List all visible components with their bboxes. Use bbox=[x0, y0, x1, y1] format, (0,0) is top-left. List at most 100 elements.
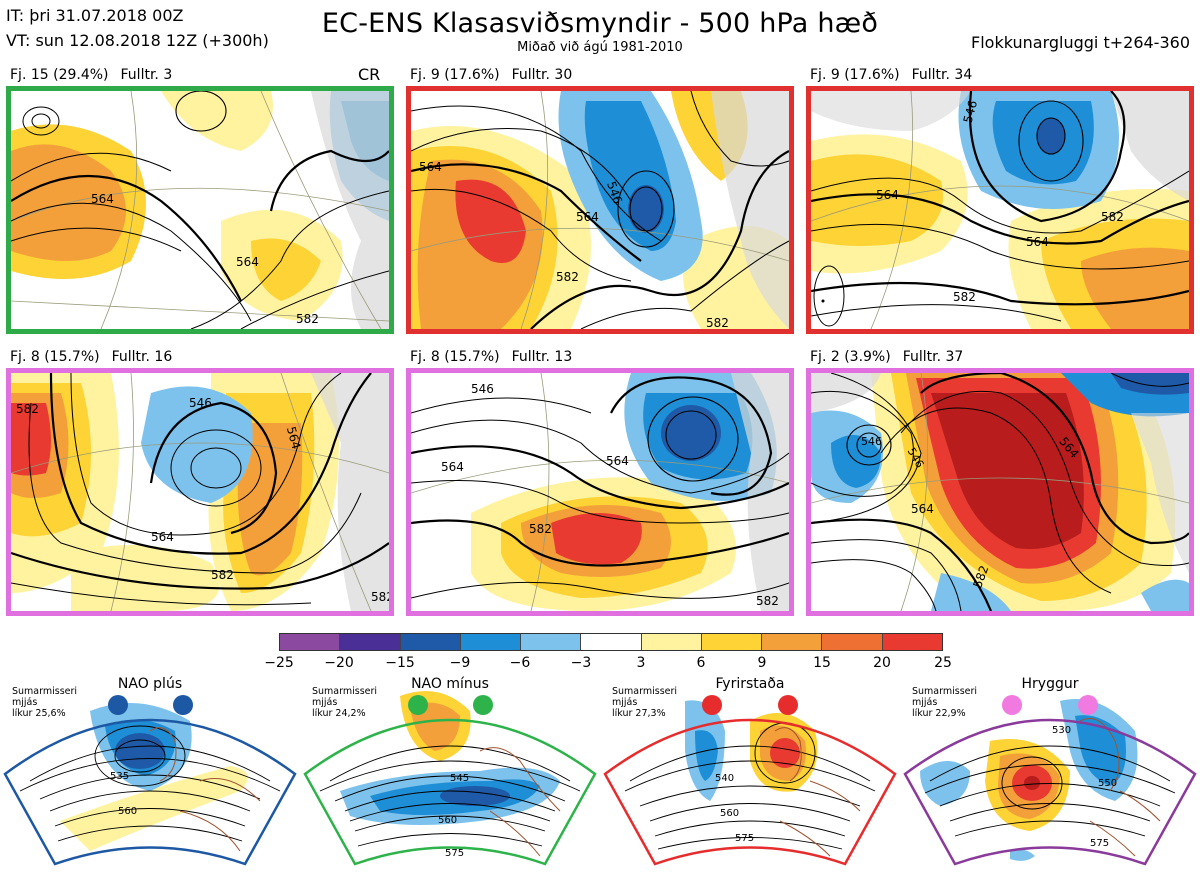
regime-contour-label: 530 bbox=[1052, 725, 1071, 736]
colorbar-tick: 25 bbox=[934, 655, 952, 671]
panel-5-label: Fj. 8 (15.7%) Fulltr. 13 bbox=[410, 349, 584, 365]
contour-label: 582 bbox=[706, 316, 729, 329]
panel-1-count: Fj. 15 (29.4%) bbox=[10, 67, 109, 83]
regime-title: NAO mínus bbox=[411, 676, 489, 692]
regime-contour-label: 540 bbox=[715, 773, 734, 784]
panel-2-count: Fj. 9 (17.6%) bbox=[410, 67, 500, 83]
contour-label: 564 bbox=[1026, 235, 1049, 249]
regime-contour-label: 535 bbox=[110, 771, 129, 782]
cluster-map-2[interactable]: 564 546 564 582 582 bbox=[406, 86, 794, 334]
anomaly-colorbar bbox=[279, 633, 943, 651]
colorbar-bin bbox=[521, 634, 582, 650]
panel-5-count: Fj. 8 (15.7%) bbox=[410, 349, 500, 365]
contour-label: 546 bbox=[471, 382, 494, 396]
colorbar-bin bbox=[701, 634, 763, 650]
colorbar-tick: −25 bbox=[264, 655, 294, 671]
colorbar-bin bbox=[762, 634, 823, 650]
regime-title: NAO plús bbox=[117, 676, 183, 692]
colorbar-tick: −3 bbox=[570, 655, 592, 671]
regime-contour-label: 575 bbox=[735, 833, 754, 844]
contour-label: 564 bbox=[284, 425, 303, 451]
colorbar-tick: −9 bbox=[449, 655, 471, 671]
panel-1-rep: Fulltr. 3 bbox=[120, 67, 173, 83]
contour-label: 564 bbox=[151, 530, 174, 544]
colorbar-bin bbox=[400, 634, 461, 650]
contour-label: 546 bbox=[961, 99, 980, 125]
contour-label: 546 bbox=[861, 435, 882, 448]
colorbar-bin bbox=[822, 634, 883, 650]
initial-time: IT: þri 31.07.2018 00Z bbox=[6, 6, 184, 25]
valid-time: VT: sun 12.08.2018 12Z (+300h) bbox=[6, 31, 269, 50]
contour-label: 582 bbox=[1101, 210, 1124, 224]
panel-5-rep: Fulltr. 13 bbox=[511, 349, 573, 365]
contour-label: 564 bbox=[576, 210, 599, 224]
colorbar-tick: 20 bbox=[873, 655, 891, 671]
colorbar-bin bbox=[641, 634, 702, 650]
regime-title: Hryggur bbox=[1021, 676, 1079, 692]
regime-contour-label: 560 bbox=[720, 808, 739, 819]
regime-contour-label: 560 bbox=[438, 815, 457, 826]
contour-label: 582 bbox=[529, 522, 552, 536]
regime-title: Fyrirstaða bbox=[715, 676, 785, 692]
panel-1-cr-tag: CR bbox=[358, 65, 381, 84]
regime-contour-label: 545 bbox=[450, 773, 469, 784]
cluster-map-6[interactable]: 546 546 564 564 582 bbox=[806, 368, 1194, 616]
colorbar-tick: −6 bbox=[509, 655, 531, 671]
colorbar-bin bbox=[460, 634, 522, 650]
contour-label: 582 bbox=[296, 312, 319, 326]
panel-4-label: Fj. 8 (15.7%) Fulltr. 16 bbox=[10, 349, 184, 365]
colorbar-tick: −20 bbox=[324, 655, 354, 671]
panel-4-count: Fj. 8 (15.7%) bbox=[10, 349, 100, 365]
contour-label: 564 bbox=[419, 160, 442, 174]
contour-label: 582 bbox=[756, 594, 779, 608]
contour-label: 582 bbox=[16, 402, 39, 416]
colorbar-bin bbox=[581, 634, 642, 650]
regime-ridge[interactable]: 530 550 575 Hryggur Sumarmisseri mjjás l… bbox=[900, 671, 1200, 871]
colorbar-tick: 3 bbox=[636, 655, 646, 671]
contour-label: 564 bbox=[606, 454, 629, 468]
page-title: EC-ENS Klasasviðsmyndir - 500 hPa hæð bbox=[321, 8, 879, 39]
regime-info: Sumarmisseri mjjás líkur 24,2% bbox=[312, 686, 378, 719]
colorbar-bin bbox=[340, 634, 401, 650]
contour-label: 564 bbox=[441, 460, 464, 474]
colorbar-bin bbox=[280, 634, 341, 650]
panel-6-label: Fj. 2 (3.9%) Fulltr. 37 bbox=[810, 349, 975, 365]
regime-nao-plus[interactable]: 535 560 NAO plús Sumarmisseri mjjás líku… bbox=[0, 671, 300, 871]
classification-window: Flokkunargluggi t+264-360 bbox=[971, 33, 1190, 52]
regime-info: Sumarmisseri mjjás líkur 22,9% bbox=[912, 686, 978, 719]
contour-label: 564 bbox=[876, 188, 899, 202]
regime-info: Sumarmisseri mjjás líkur 25,6% bbox=[12, 686, 78, 719]
panel-3-count: Fj. 9 (17.6%) bbox=[810, 67, 900, 83]
contour-label: 564 bbox=[236, 255, 259, 269]
cluster-map-1[interactable]: 564 564 582 bbox=[6, 86, 394, 334]
panel-4-rep: Fulltr. 16 bbox=[111, 349, 173, 365]
contour-label: 546 bbox=[189, 396, 212, 410]
panel-2-rep: Fulltr. 30 bbox=[511, 67, 573, 83]
regime-blocking[interactable]: 540 560 575 Fyrirstaða Sumarmisseri mjjá… bbox=[600, 671, 900, 871]
contour-label: 564 bbox=[911, 502, 934, 516]
contour-label: 582 bbox=[556, 270, 579, 284]
contour-label: 564 bbox=[91, 192, 114, 206]
panel-2-label: Fj. 9 (17.6%) Fulltr. 30 bbox=[410, 67, 584, 83]
panel-3-label: Fj. 9 (17.6%) Fulltr. 34 bbox=[810, 67, 984, 83]
colorbar-tick: 9 bbox=[757, 655, 767, 671]
page-subtitle: Miðað við ágú 1981-2010 bbox=[517, 40, 683, 55]
regime-info: Sumarmisseri mjjás líkur 27,3% bbox=[612, 686, 678, 719]
contour-label: 582 bbox=[211, 568, 234, 582]
regime-contour-label: 560 bbox=[118, 806, 137, 817]
regime-nao-minus[interactable]: 545 560 575 NAO mínus Sumarmisseri mjjás… bbox=[300, 671, 600, 871]
regime-contour-label: 575 bbox=[445, 848, 464, 859]
colorbar-tick: 15 bbox=[813, 655, 831, 671]
colorbar-tick: 6 bbox=[696, 655, 706, 671]
contour-label: 582 bbox=[371, 590, 389, 604]
cluster-map-3[interactable]: 546 564 564 582 582 bbox=[806, 86, 1194, 334]
panel-6-rep: Fulltr. 37 bbox=[902, 349, 964, 365]
colorbar-bin bbox=[882, 634, 942, 650]
panel-3-rep: Fulltr. 34 bbox=[911, 67, 973, 83]
cluster-map-5[interactable]: 546 564 564 582 582 bbox=[406, 368, 794, 616]
cluster-map-4[interactable]: 582 546 564 564 582 582 bbox=[6, 368, 394, 616]
contour-label: 582 bbox=[953, 290, 976, 304]
regime-contour-label: 550 bbox=[1098, 778, 1117, 789]
colorbar-tick: −15 bbox=[385, 655, 415, 671]
regime-contour-label: 575 bbox=[1090, 838, 1109, 849]
